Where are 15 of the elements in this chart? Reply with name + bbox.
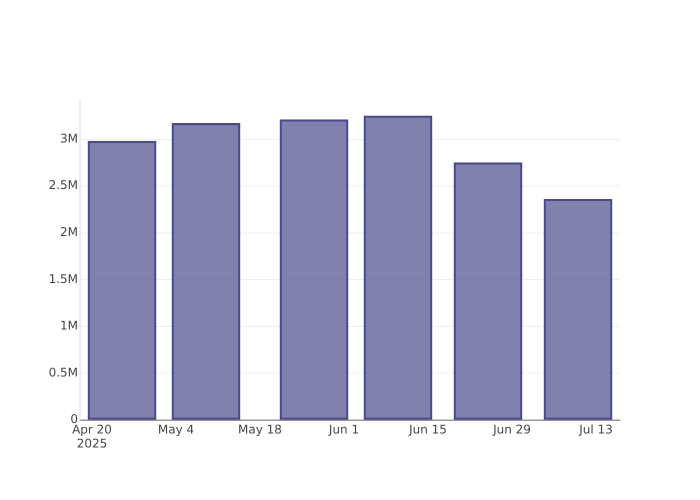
y-tick-label: 2.5M xyxy=(48,178,78,192)
x-tick-label: Jul 13 xyxy=(578,422,613,436)
y-tick-label: 2M xyxy=(60,224,78,239)
x-tick-label: Apr 20 2025 xyxy=(72,422,112,451)
x-tick-label: Jun 15 xyxy=(408,422,447,436)
y-tick-label: 1.5M xyxy=(48,272,78,286)
x-tick-label: Jun 1 xyxy=(328,422,360,436)
y-tick-label: 1M xyxy=(60,318,78,333)
bar xyxy=(172,123,240,420)
x-tick-label: Jun 29 xyxy=(492,422,531,436)
x-tick-label: May 18 xyxy=(238,422,282,436)
y-tick-label: 0.5M xyxy=(48,365,78,380)
y-tick-label: 3M xyxy=(60,131,78,146)
x-tick-label: May 4 xyxy=(158,422,194,436)
bar xyxy=(364,116,432,420)
